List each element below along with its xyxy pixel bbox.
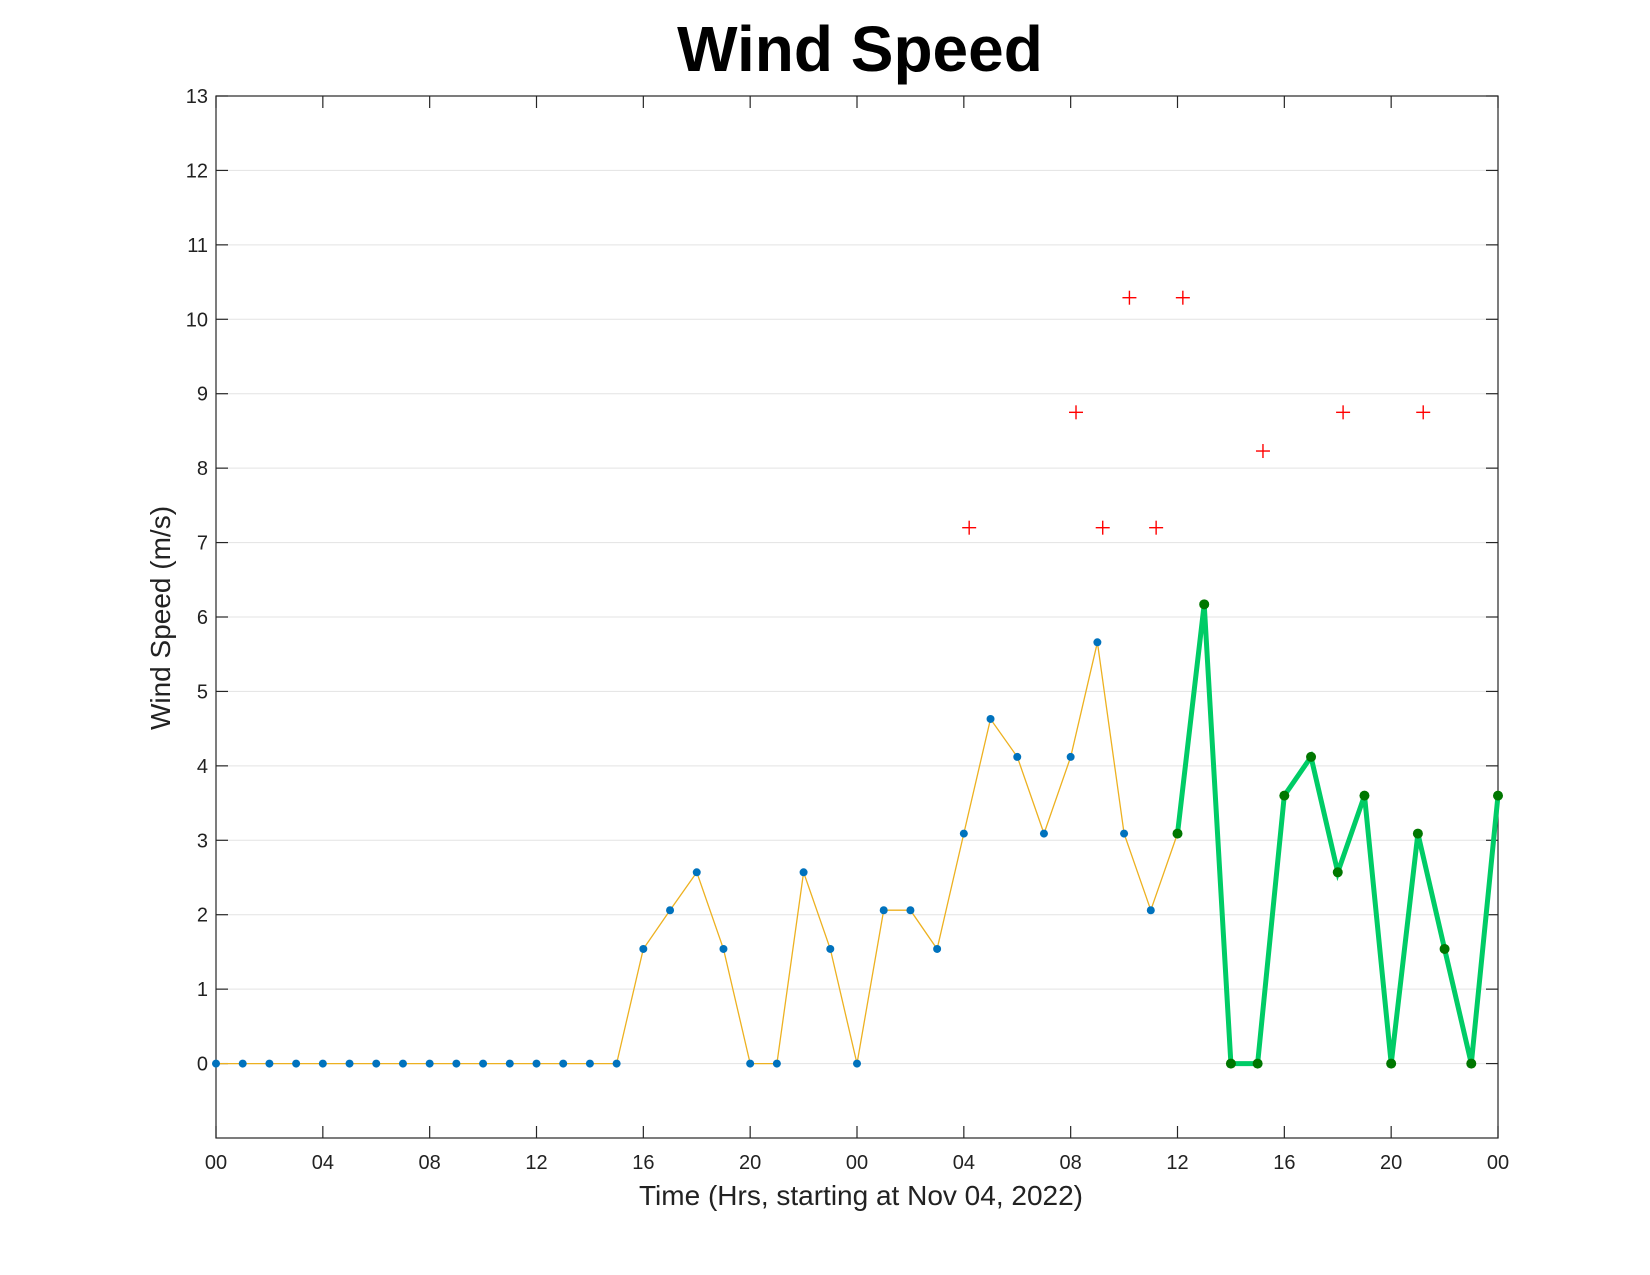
y-tick-label: 0 bbox=[197, 1054, 208, 1076]
y-tick-label: 10 bbox=[186, 309, 208, 331]
x-tick-label: 16 bbox=[1273, 1152, 1295, 1174]
data-point bbox=[238, 1059, 247, 1068]
data-point bbox=[505, 1059, 514, 1068]
y-tick-label: 13 bbox=[186, 86, 208, 108]
data-point bbox=[1039, 829, 1048, 838]
data-point bbox=[1013, 752, 1022, 761]
gridlines bbox=[216, 95, 1498, 1065]
data-series bbox=[212, 290, 1503, 1069]
data-point bbox=[479, 1059, 488, 1068]
data-point bbox=[1386, 1058, 1397, 1069]
plot-frame bbox=[215, 95, 1499, 1139]
data-point bbox=[1332, 867, 1343, 878]
data-point bbox=[1279, 790, 1290, 801]
data-point bbox=[853, 1059, 861, 1068]
x-tick-label: 20 bbox=[1380, 1152, 1402, 1174]
axes bbox=[215, 95, 1499, 1139]
x-tick-label: 08 bbox=[1060, 1152, 1082, 1174]
data-point bbox=[1199, 599, 1210, 610]
data-point bbox=[292, 1059, 301, 1068]
data-point bbox=[1066, 752, 1075, 761]
series-line bbox=[216, 642, 1179, 1065]
data-point bbox=[666, 906, 675, 915]
x-axis-title: Time (Hrs, starting at Nov 04, 2022) bbox=[639, 1180, 1083, 1211]
data-point bbox=[1359, 790, 1370, 801]
y-tick-label: 7 bbox=[197, 533, 208, 555]
y-tick-label: 4 bbox=[197, 756, 208, 778]
y-tick-label: 12 bbox=[186, 160, 208, 182]
data-point bbox=[906, 906, 915, 915]
data-point bbox=[585, 1059, 594, 1068]
y-tick-label: 1 bbox=[197, 979, 208, 1001]
data-point bbox=[612, 1059, 621, 1068]
y-axis-title: Wind Speed (m/s) bbox=[145, 506, 176, 730]
x-tick-label: 00 bbox=[205, 1152, 227, 1174]
data-point bbox=[639, 944, 648, 953]
series-0 bbox=[212, 638, 1182, 1068]
data-point bbox=[986, 714, 995, 723]
data-point bbox=[532, 1059, 541, 1068]
y-tick-label: 3 bbox=[197, 830, 208, 852]
data-point bbox=[933, 944, 942, 953]
x-tick-label: 20 bbox=[739, 1152, 761, 1174]
series-2 bbox=[962, 290, 1431, 535]
plus-marker bbox=[1175, 290, 1190, 305]
data-point bbox=[746, 1059, 755, 1068]
plus-marker bbox=[1255, 444, 1270, 459]
x-tick-label: 08 bbox=[419, 1152, 441, 1174]
series-1 bbox=[1172, 599, 1503, 1069]
x-tick-label: 04 bbox=[953, 1152, 975, 1174]
data-point bbox=[1146, 906, 1155, 915]
y-tick-label: 5 bbox=[197, 681, 208, 703]
y-tick-label: 11 bbox=[187, 235, 208, 257]
x-tick-label: 00 bbox=[846, 1152, 868, 1174]
plus-marker bbox=[1336, 405, 1351, 420]
x-tick-label: 00 bbox=[1487, 1152, 1509, 1174]
plus-marker bbox=[1122, 290, 1137, 305]
data-point bbox=[1412, 828, 1423, 839]
plus-marker bbox=[962, 520, 977, 535]
data-point bbox=[345, 1059, 354, 1068]
data-point bbox=[692, 868, 701, 877]
data-point bbox=[1225, 1058, 1236, 1069]
y-tick-label: 2 bbox=[197, 905, 208, 927]
data-point bbox=[212, 1059, 220, 1068]
y-tick-label: 9 bbox=[197, 384, 208, 406]
plus-marker bbox=[1149, 520, 1164, 535]
data-point bbox=[425, 1059, 434, 1068]
data-point bbox=[1439, 943, 1450, 954]
data-point bbox=[1120, 829, 1129, 838]
plus-marker bbox=[1069, 405, 1084, 420]
data-point bbox=[1172, 828, 1183, 839]
data-point bbox=[1252, 1058, 1263, 1069]
data-point bbox=[879, 906, 888, 915]
data-point bbox=[452, 1059, 461, 1068]
data-point bbox=[1093, 638, 1102, 647]
data-point bbox=[318, 1059, 327, 1068]
y-tick-label: 8 bbox=[197, 458, 208, 480]
data-point bbox=[265, 1059, 274, 1068]
data-point bbox=[772, 1059, 781, 1068]
data-point bbox=[559, 1059, 568, 1068]
x-tick-label: 16 bbox=[632, 1152, 654, 1174]
series-line bbox=[1175, 604, 1501, 1067]
chart-title: Wind Speed bbox=[677, 13, 1043, 85]
data-point bbox=[372, 1059, 381, 1068]
data-point bbox=[1493, 790, 1503, 801]
data-point bbox=[799, 868, 808, 877]
data-point bbox=[1466, 1058, 1477, 1069]
x-tick-label: 04 bbox=[312, 1152, 334, 1174]
plus-marker bbox=[1416, 405, 1431, 420]
x-tick-label: 12 bbox=[525, 1152, 547, 1174]
data-point bbox=[398, 1059, 407, 1068]
data-point bbox=[719, 944, 728, 953]
plus-marker bbox=[1095, 520, 1110, 535]
y-tick-label: 6 bbox=[197, 607, 208, 629]
data-point bbox=[826, 944, 835, 953]
data-point bbox=[1306, 751, 1317, 762]
data-point bbox=[959, 829, 968, 838]
x-tick-label: 12 bbox=[1166, 1152, 1188, 1174]
